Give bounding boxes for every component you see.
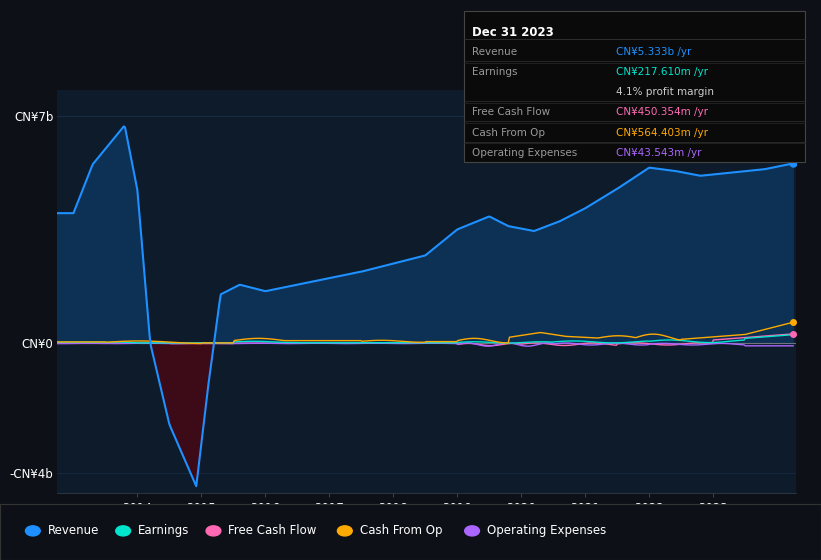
- Text: Revenue: Revenue: [472, 47, 517, 57]
- Text: Free Cash Flow: Free Cash Flow: [228, 524, 317, 538]
- Text: CN¥450.354m /yr: CN¥450.354m /yr: [616, 108, 708, 118]
- Text: Free Cash Flow: Free Cash Flow: [472, 108, 550, 118]
- Text: CN¥217.610m /yr: CN¥217.610m /yr: [616, 67, 708, 77]
- Text: 4.1% profit margin: 4.1% profit margin: [616, 87, 713, 97]
- Text: Operating Expenses: Operating Expenses: [487, 524, 606, 538]
- Text: CN¥43.543m /yr: CN¥43.543m /yr: [616, 148, 701, 157]
- Text: Cash From Op: Cash From Op: [472, 128, 545, 138]
- Text: Revenue: Revenue: [48, 524, 99, 538]
- Text: Cash From Op: Cash From Op: [360, 524, 442, 538]
- Text: Operating Expenses: Operating Expenses: [472, 148, 577, 157]
- Text: Earnings: Earnings: [472, 67, 517, 77]
- Text: Dec 31 2023: Dec 31 2023: [472, 26, 554, 39]
- Text: CN¥5.333b /yr: CN¥5.333b /yr: [616, 47, 691, 57]
- Text: CN¥564.403m /yr: CN¥564.403m /yr: [616, 128, 708, 138]
- Text: Earnings: Earnings: [138, 524, 190, 538]
